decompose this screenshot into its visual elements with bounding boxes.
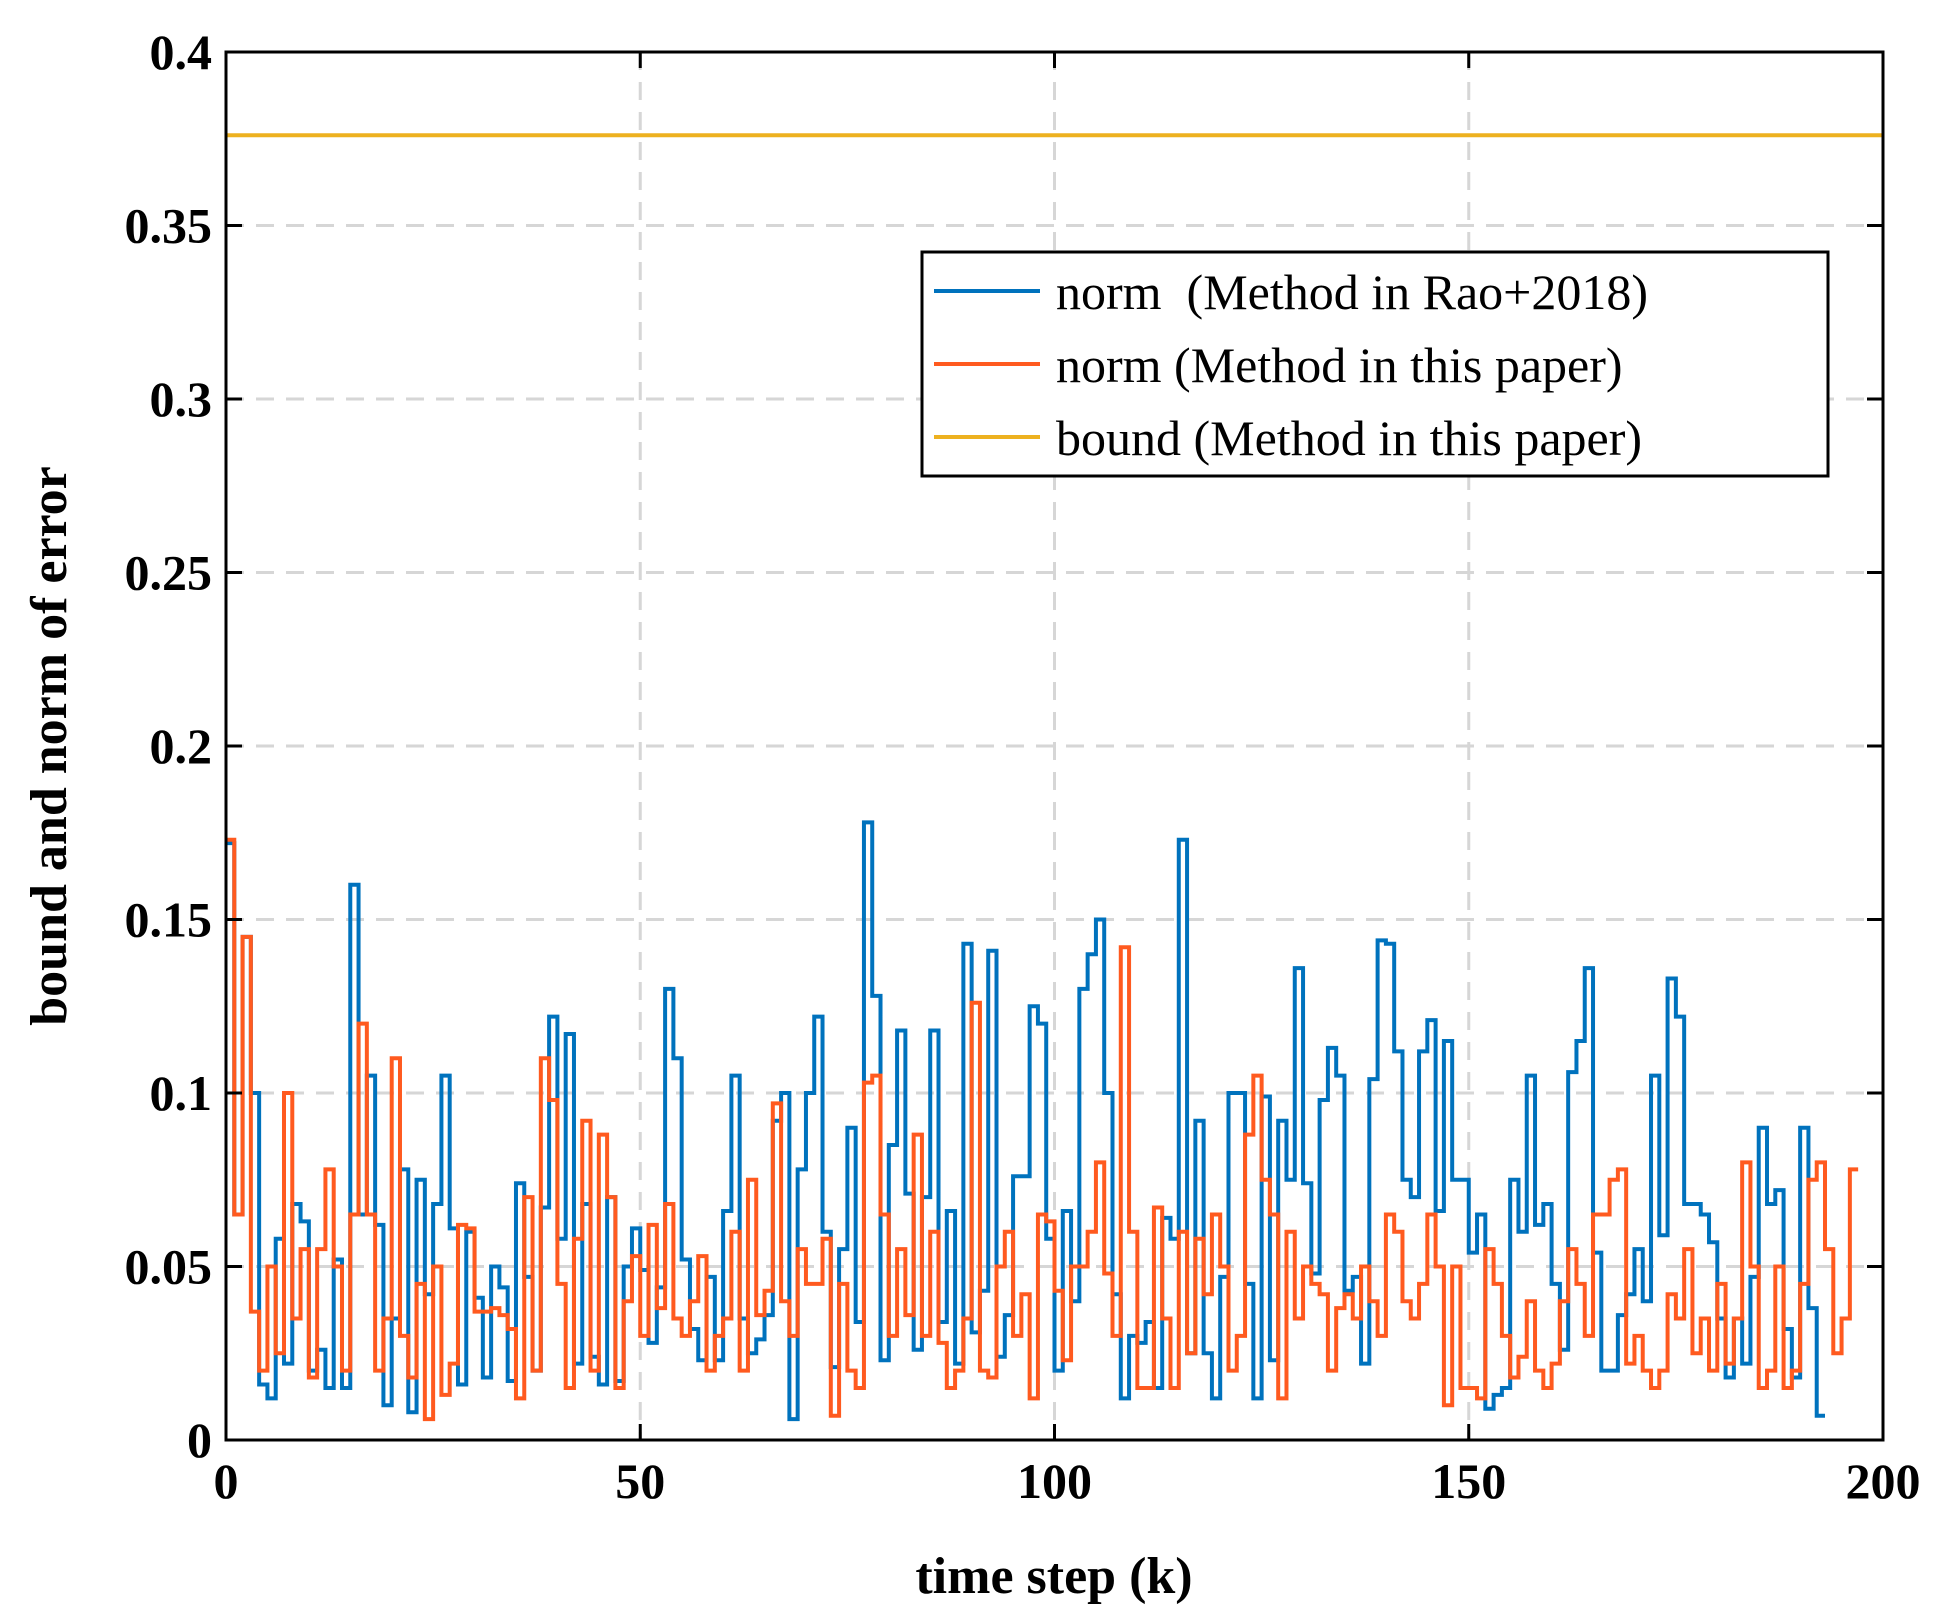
legend-box: [920, 250, 1830, 478]
y-tick-label: 0.1: [150, 1065, 213, 1121]
x-axis-title: time step (k): [915, 1548, 1192, 1605]
y-axis-title: bound and norm of error: [21, 466, 78, 1026]
grid-lines: [226, 52, 1883, 1440]
y-tick-label: 0: [187, 1412, 212, 1468]
y-tick-label: 0.05: [125, 1239, 213, 1295]
series-rao2018-line: [226, 820, 1826, 1422]
series-this-paper-line: [226, 837, 1859, 1422]
legend: norm (Method in Rao+2018) norm (Method i…: [920, 250, 1830, 478]
x-tick-label: 200: [1846, 1453, 1921, 1509]
x-tick-label: 150: [1431, 1453, 1506, 1509]
legend-label-bound: bound (Method in this paper): [1056, 410, 1642, 466]
x-tick-label: 0: [214, 1453, 239, 1509]
y-tick-label: 0.15: [125, 892, 213, 948]
y-tick-label: 0.25: [125, 545, 213, 601]
y-tick-label: 0.35: [125, 198, 213, 254]
y-tick-label: 0.3: [150, 371, 213, 427]
plot-area: [226, 133, 1883, 1422]
y-tick-label: 0.4: [150, 24, 213, 80]
legend-label-this-paper: norm (Method in this paper): [1056, 337, 1623, 393]
y-tick-label: 0.2: [150, 718, 213, 774]
x-tick-label: 50: [615, 1453, 665, 1509]
axis-ticks: 0 50 100 150 200 0 0.05 0.1 0.15 0.2 0.25 0.3 0.35 0.…: [125, 24, 1921, 1509]
legend-label-rao2018: norm (Method in Rao+2018): [1056, 264, 1648, 320]
x-tick-label: 100: [1017, 1453, 1092, 1509]
